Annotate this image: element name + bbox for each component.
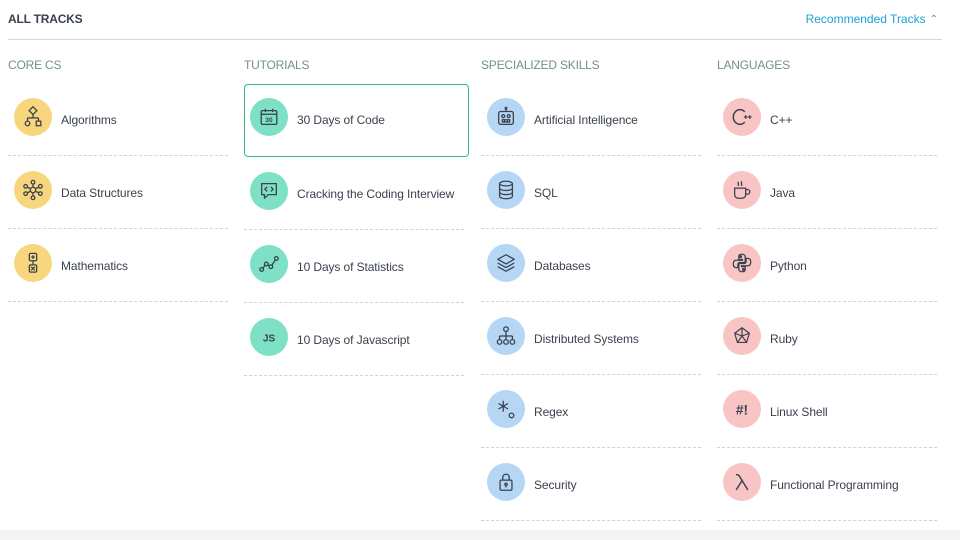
column-core-cs: CORE CS Algorithms: [8, 58, 230, 303]
track-label: Algorithms: [61, 113, 117, 127]
lock-icon: [487, 463, 525, 501]
code-bubble-icon: [250, 172, 288, 210]
flowchart-icon: [14, 98, 52, 136]
svg-text:30: 30: [265, 117, 273, 124]
track-label: 30 Days of Code: [297, 113, 385, 127]
track-linux-shell[interactable]: #! Linux Shell: [717, 376, 937, 448]
track-label: Databases: [534, 259, 591, 273]
recommended-tracks-label: Recommended Tracks: [805, 12, 926, 26]
regex-icon: [487, 390, 525, 428]
coffee-cup-icon: [723, 171, 761, 209]
layers-icon: [487, 244, 525, 282]
track-label: Linux Shell: [770, 405, 828, 419]
calendar-30-icon: 30: [250, 98, 288, 136]
track-distributed-systems[interactable]: Distributed Systems: [481, 303, 701, 375]
column-title: CORE CS: [8, 58, 62, 72]
track-security[interactable]: Security: [481, 449, 701, 521]
js-icon: JS: [250, 318, 288, 356]
track-label: Python: [770, 259, 807, 273]
track-label: Mathematics: [61, 259, 128, 273]
track-label: Distributed Systems: [534, 332, 639, 346]
track-cpp[interactable]: C++: [717, 84, 937, 156]
page-bottom-edge: [0, 530, 960, 540]
column-title: TUTORIALS: [244, 58, 310, 72]
track-java[interactable]: Java: [717, 157, 937, 229]
database-cylinder-icon: [487, 171, 525, 209]
track-label: Artificial Intelligence: [534, 113, 638, 127]
track-label: Regex: [534, 405, 569, 419]
track-10-days-of-javascript[interactable]: JS 10 Days of Javascript: [244, 304, 464, 376]
svg-text:#!: #!: [736, 403, 748, 418]
lambda-icon: [723, 463, 761, 501]
column-specialized-skills: SPECIALIZED SKILLS Artificial Intelligen…: [481, 58, 703, 522]
track-label: 10 Days of Javascript: [297, 333, 410, 347]
track-artificial-intelligence[interactable]: Artificial Intelligence: [481, 84, 701, 156]
math-operators-icon: [14, 244, 52, 282]
network-nodes-icon: [14, 171, 52, 209]
column-title: SPECIALIZED SKILLS: [481, 58, 600, 72]
track-data-structures[interactable]: Data Structures: [8, 157, 228, 229]
track-label: 10 Days of Statistics: [297, 260, 404, 274]
column-title: LANGUAGES: [717, 58, 790, 72]
track-label: Data Structures: [61, 186, 143, 200]
track-mathematics[interactable]: Mathematics: [8, 230, 228, 302]
track-python[interactable]: Python: [717, 230, 937, 302]
track-databases[interactable]: Databases: [481, 230, 701, 302]
column-languages: LANGUAGES C++ Java: [717, 58, 939, 522]
track-30-days-of-code[interactable]: 30 30 Days of Code: [244, 84, 469, 157]
track-cracking-the-coding-interview[interactable]: Cracking the Coding Interview: [244, 158, 464, 230]
track-label: Security: [534, 478, 577, 492]
track-label: Cracking the Coding Interview: [297, 187, 455, 201]
ruby-gem-icon: [723, 317, 761, 355]
chevron-up-icon: ⌃: [929, 14, 938, 25]
svg-text:JS: JS: [263, 334, 276, 345]
track-sql[interactable]: SQL: [481, 157, 701, 229]
hierarchy-icon: [487, 317, 525, 355]
track-regex[interactable]: Regex: [481, 376, 701, 448]
recommended-tracks-toggle[interactable]: Recommended Tracks ⌃: [806, 12, 938, 26]
page-title: ALL TRACKS: [8, 12, 83, 26]
column-tutorials: TUTORIALS 30 30 Days of Code C: [244, 58, 469, 377]
python-icon: [723, 244, 761, 282]
track-label: Java: [770, 186, 795, 200]
track-ruby[interactable]: Ruby: [717, 303, 937, 375]
shell-hashbang-icon: #!: [723, 390, 761, 428]
track-10-days-of-statistics[interactable]: 10 Days of Statistics: [244, 231, 464, 303]
robot-icon: [487, 98, 525, 136]
track-label: Ruby: [770, 332, 798, 346]
cpp-icon: [723, 98, 761, 136]
track-label: C++: [770, 113, 793, 127]
line-graph-icon: [250, 245, 288, 283]
track-functional-programming[interactable]: Functional Programming: [717, 449, 937, 521]
track-label: Functional Programming: [770, 478, 899, 492]
tracks-header: ALL TRACKS Recommended Tracks ⌃: [8, 0, 942, 40]
track-algorithms[interactable]: Algorithms: [8, 84, 228, 156]
track-label: SQL: [534, 186, 558, 200]
